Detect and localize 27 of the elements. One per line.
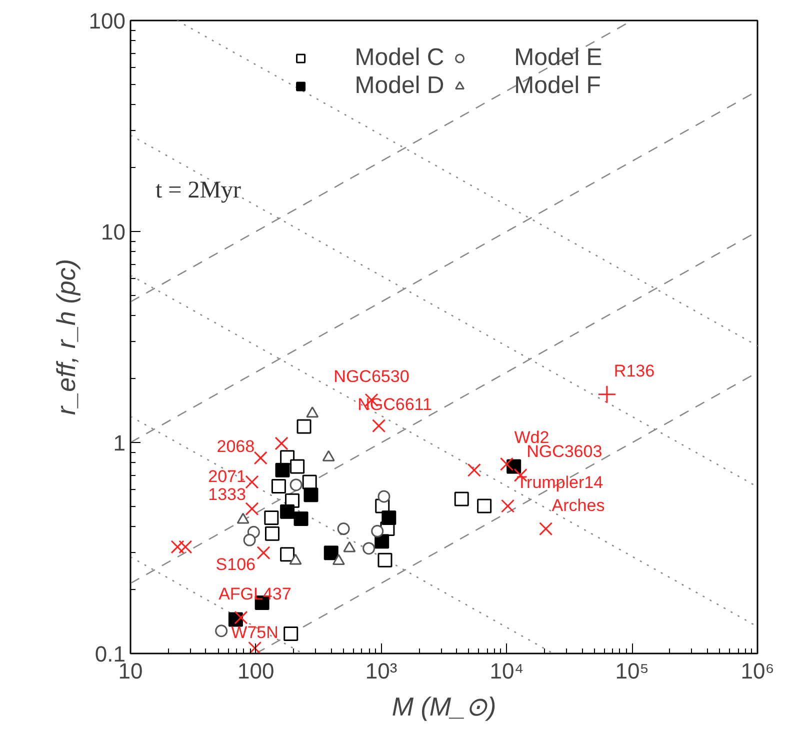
x-tick-label: 10⁴ [490,658,524,684]
x-tick-label: 10⁶ [740,658,774,684]
y-tick-label: 10 [101,220,126,244]
x-tick-label: 100 [238,658,274,684]
annotation: R136 [614,361,655,380]
legend-label: Model C [354,44,444,72]
y-tick-label: 100 [88,8,126,34]
annotation: Trumpler14 [516,473,604,492]
annotation: Arches [552,496,605,515]
annotation: S106 [216,554,256,574]
annotation: 1333 [208,484,246,504]
annotation: t = 2Myr [156,178,242,204]
annotation: NGC6611 [358,394,432,414]
annotation: AFGL437 [218,584,292,604]
legend-label: Model F [514,72,601,100]
annotation: 2071 [208,466,246,486]
annotation: 2068 [216,436,255,456]
annotation: NGC3603 [526,442,602,462]
x-tick-label: 10³ [365,658,398,684]
y-axis-title: r_eff, r_h (pc) [50,258,81,416]
annotation: W75N [231,623,278,642]
legend-label: Model D [354,72,444,100]
annotation: NGC6530 [334,367,410,386]
legend-label: Model E [514,44,602,72]
x-axis-title: M (M_⊙) [392,692,496,722]
y-tick-label: 1 [113,430,126,456]
x-tick-label: 10⁵ [615,658,649,684]
